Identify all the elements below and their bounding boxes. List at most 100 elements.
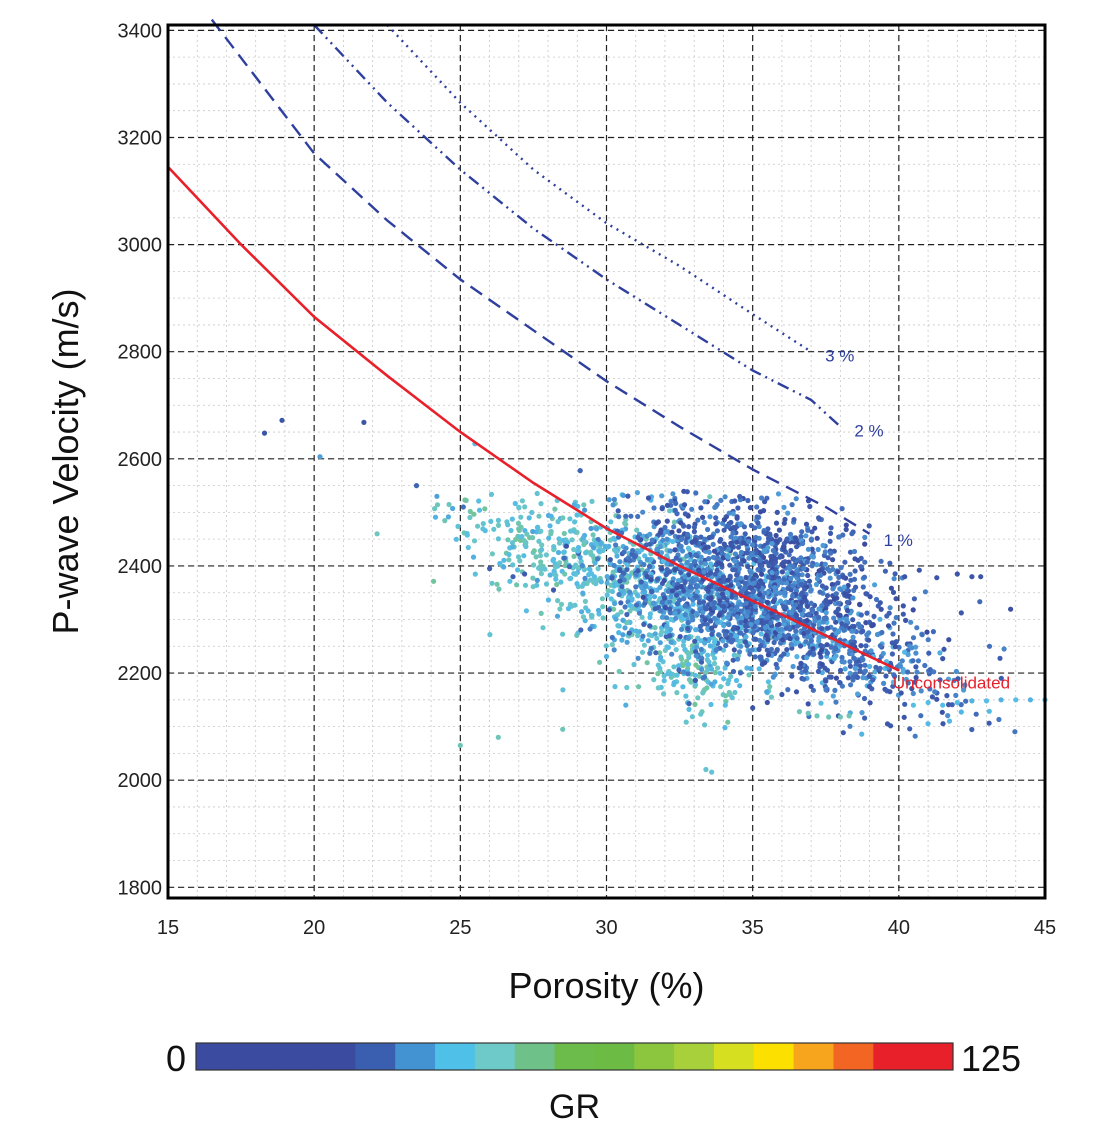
- scatter-point: [533, 554, 539, 560]
- scatter-point: [685, 531, 691, 538]
- scatter-point: [728, 582, 734, 588]
- scatter-point: [555, 549, 562, 556]
- scatter-point: [866, 523, 872, 529]
- scatter-point: [817, 589, 823, 595]
- scatter-point: [851, 623, 857, 630]
- scatter-point: [858, 643, 864, 649]
- scatter-point: [767, 531, 773, 537]
- colorbar-swatch: [235, 1043, 277, 1070]
- scatter-point: [664, 623, 670, 629]
- scatter-point: [843, 522, 849, 528]
- scatter-point: [830, 566, 836, 573]
- scatter-point: [819, 670, 825, 676]
- scatter-point: [604, 592, 610, 598]
- scatter-point: [770, 598, 777, 605]
- scatter-point: [567, 528, 574, 534]
- colorbar-swatch: [395, 1043, 436, 1070]
- scatter-point: [755, 584, 762, 590]
- scatter-point: [538, 528, 544, 534]
- scatter-point: [1013, 697, 1019, 703]
- scatter-point: [717, 598, 723, 604]
- scatter-point: [635, 513, 641, 520]
- scatter-point: [652, 606, 658, 612]
- scatter-point: [824, 650, 831, 656]
- scatter-point: [664, 536, 670, 542]
- scatter-point: [940, 702, 946, 708]
- scatter-point: [600, 547, 606, 554]
- scatter-point: [581, 581, 587, 587]
- scatter-point: [759, 563, 765, 569]
- scatter-point: [674, 585, 680, 591]
- scatter-point: [721, 676, 727, 682]
- scatter-point: [672, 610, 678, 616]
- scatter-point: [973, 711, 979, 717]
- scatter-point: [781, 621, 787, 627]
- scatter-point: [777, 590, 783, 596]
- scatter-point: [561, 555, 567, 561]
- scatter-point: [543, 581, 550, 587]
- scatter-point: [934, 696, 940, 702]
- scatter-point: [756, 646, 762, 653]
- scatter-point: [659, 506, 665, 512]
- scatter-point: [807, 650, 813, 656]
- scatter-point: [565, 606, 572, 612]
- scatter-point: [611, 535, 617, 541]
- scatter-point: [837, 714, 844, 720]
- scatter-point: [705, 652, 711, 658]
- scatter-point: [859, 657, 866, 663]
- scatter-point: [844, 619, 850, 625]
- scatter-point: [734, 515, 740, 521]
- scatter-point: [724, 553, 730, 559]
- scatter-point: [604, 580, 610, 586]
- scatter-point: [839, 683, 846, 689]
- scatter-point: [997, 655, 1003, 661]
- curve-label: Unconsolidated: [893, 673, 1010, 692]
- scatter-point: [686, 652, 692, 658]
- scatter-point: [887, 689, 893, 695]
- scatter-point: [717, 670, 723, 676]
- scatter-point: [571, 546, 577, 553]
- scatter-point: [744, 604, 750, 611]
- scatter-point: [671, 680, 677, 686]
- scatter-point: [552, 564, 559, 570]
- colorbar-swatch: [674, 1043, 715, 1070]
- scatter-point: [674, 592, 680, 598]
- scatter-point: [531, 562, 537, 568]
- scatter-point: [694, 576, 700, 583]
- scatter-point: [837, 586, 843, 592]
- scatter-point: [685, 625, 691, 632]
- scatter-point: [804, 603, 811, 610]
- scatter-point: [685, 671, 691, 677]
- scatter-point: [929, 694, 936, 700]
- scatter-point: [279, 417, 285, 423]
- colorbar-swatch: [315, 1043, 356, 1070]
- scatter-point: [863, 643, 869, 649]
- scatter-point: [879, 629, 885, 636]
- scatter-point: [699, 666, 705, 673]
- scatter-point: [681, 616, 687, 622]
- scatter-point: [909, 686, 915, 692]
- scatter-point: [518, 514, 524, 520]
- scatter-point: [810, 607, 816, 613]
- scatter-point: [870, 677, 876, 683]
- scatter-point: [695, 517, 701, 523]
- scatter-point: [908, 619, 914, 625]
- scatter-point: [620, 617, 626, 623]
- scatter-point: [757, 591, 763, 598]
- scatter-point: [529, 535, 536, 541]
- scatter-point: [616, 591, 622, 598]
- scatter-point: [509, 540, 515, 546]
- scatter-point: [832, 687, 838, 694]
- scatter-point: [635, 655, 641, 661]
- scatter-point: [762, 499, 768, 505]
- scatter-point: [839, 506, 845, 512]
- scatter-point: [521, 553, 527, 559]
- scatter-point: [747, 651, 753, 657]
- scatter-point: [684, 553, 690, 559]
- scatter-point: [893, 614, 899, 621]
- scatter-point: [832, 645, 838, 651]
- scatter-point: [969, 574, 975, 580]
- scatter-point: [768, 619, 774, 626]
- scatter-point: [806, 611, 812, 617]
- scatter-point: [471, 538, 478, 544]
